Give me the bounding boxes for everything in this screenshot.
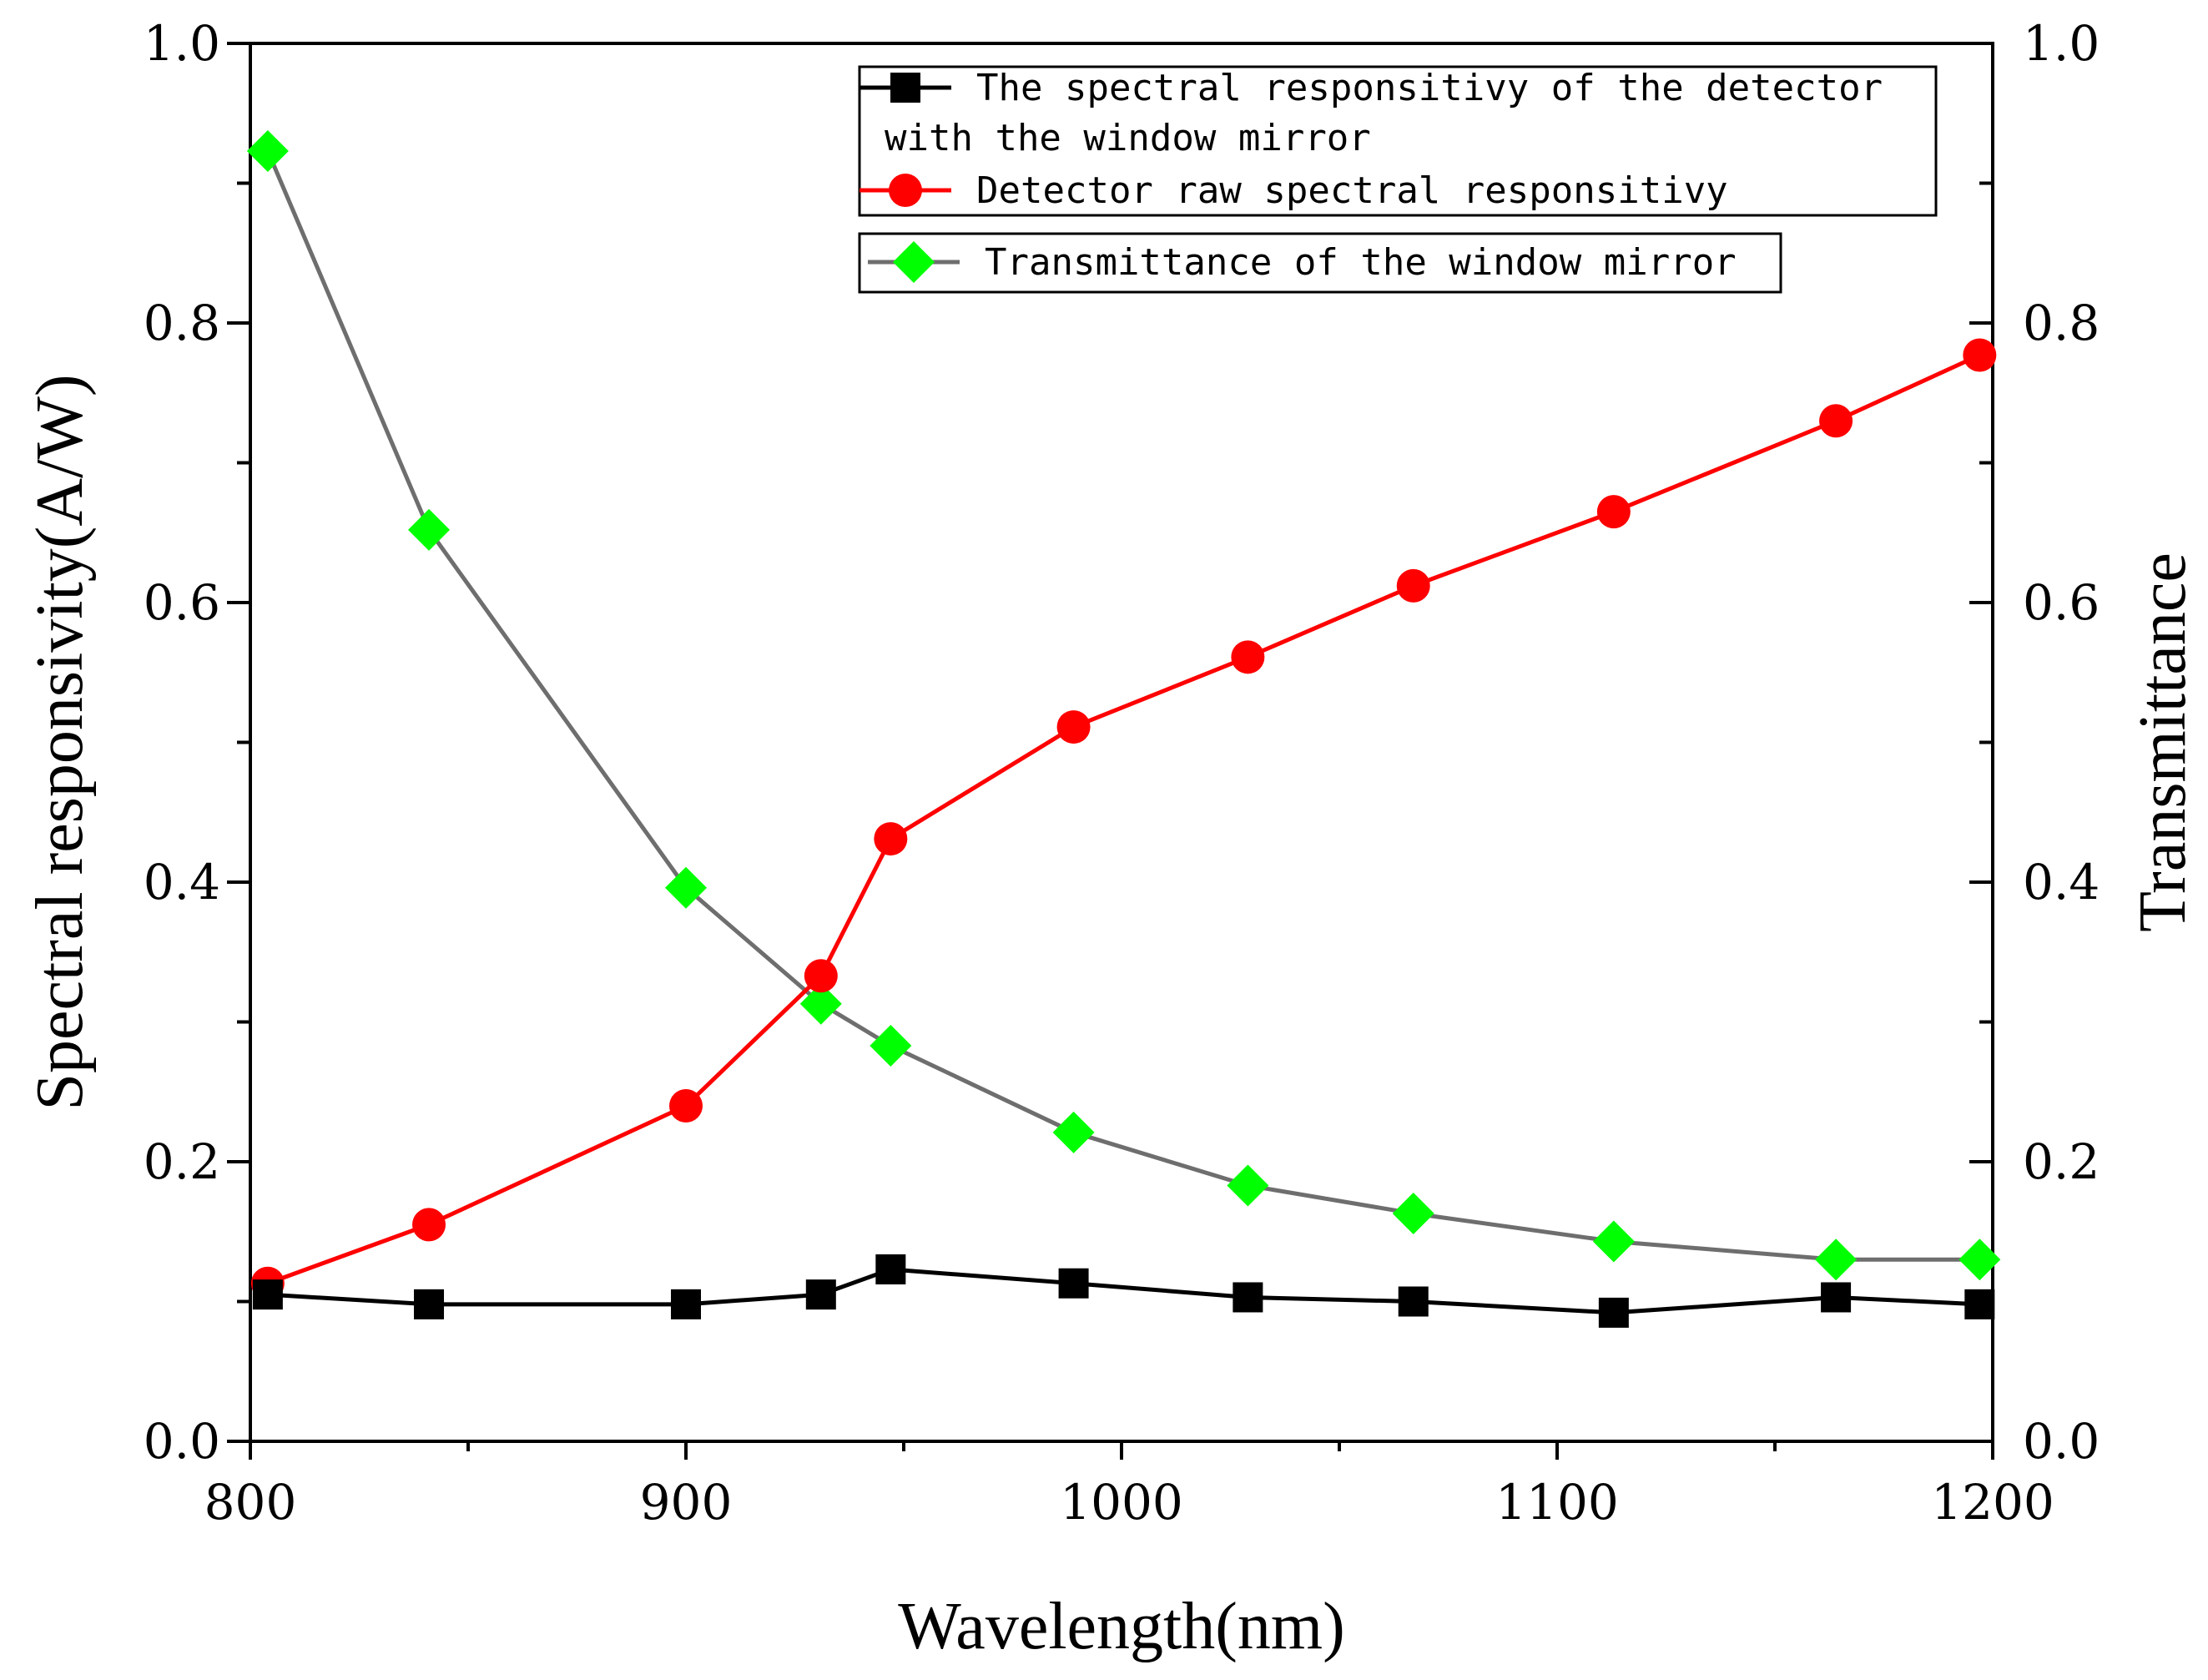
y2-tick-label: 0.2 (2023, 1133, 2100, 1190)
series-2-point (870, 1024, 912, 1067)
legend-swatch-marker-0 (890, 73, 920, 103)
legend-layer: The spectral responsitivy of the detecto… (858, 65, 1938, 294)
series-2-point (1815, 1239, 1858, 1281)
x-tick-label: 800 (204, 1474, 297, 1531)
y2-tick-label: 0.8 (2023, 295, 2100, 351)
series-2-point (1392, 1192, 1434, 1234)
y2-tick-label: 1.0 (2023, 15, 2100, 72)
y-tick-label: 0.4 (144, 854, 220, 911)
y-tick-label: 0.8 (144, 295, 220, 351)
series-2-point (1958, 1239, 2001, 1281)
legend-box (858, 65, 1938, 217)
legend-label: Detector raw spectral responsitivy (976, 169, 1728, 212)
series-0-point (805, 1279, 836, 1310)
series-0-point (1058, 1268, 1089, 1299)
series-0-point (671, 1289, 701, 1319)
series-2-point (799, 982, 842, 1025)
series-1-point (1396, 568, 1430, 603)
legend-swatch-marker-1 (889, 174, 922, 207)
series-0-point (1598, 1297, 1629, 1328)
series-2-point (1592, 1220, 1635, 1263)
legend-box-secondary (858, 232, 1782, 294)
y2-tick-label: 0.6 (2023, 574, 2100, 631)
y2-tick-label: 0.0 (2023, 1413, 2100, 1470)
y-tick-label: 0.0 (144, 1413, 220, 1470)
title-layer: Wavelength(nm) Spectral responsivity(A/W… (23, 375, 2200, 1664)
series-1-point (669, 1089, 703, 1123)
series-1-point (804, 959, 838, 993)
x-tick-label: 1000 (1060, 1474, 1183, 1531)
series-0-point (1398, 1286, 1429, 1317)
series-1-point (1231, 640, 1265, 674)
series-layer (246, 129, 2001, 1328)
y-tick-label: 0.2 (144, 1133, 220, 1190)
series-1-point (412, 1208, 446, 1242)
series-2-point (408, 508, 451, 551)
x-tick-label: 1100 (1495, 1474, 1619, 1531)
y-axis-title: Spectral responsivity(A/W) (23, 375, 97, 1111)
x-tick-label: 1200 (1931, 1474, 2054, 1531)
x-axis-title: Wavelength(nm) (898, 1590, 1345, 1663)
series-0-point (1821, 1282, 1852, 1313)
series-line-0 (267, 1267, 1980, 1315)
series-2-point (1227, 1164, 1269, 1207)
legend-swatch-marker-2 (893, 241, 935, 283)
series-0-point (252, 1279, 283, 1310)
series-0-point (1233, 1282, 1263, 1313)
series-2-point (246, 129, 289, 172)
axes-layer: 800 900 1000 1100 12000.00.20.40.60.81.00.00… (144, 15, 2100, 1531)
series-0-point (414, 1289, 445, 1319)
series-2-point (665, 866, 707, 909)
y2-axis-title: Transmittance (2126, 552, 2200, 932)
series-1-point (1819, 404, 1853, 438)
series-0-point (1964, 1289, 1995, 1319)
series-0-point (875, 1254, 906, 1284)
series-1-point (1056, 710, 1091, 744)
y-tick-label: 1.0 (144, 15, 220, 72)
legend-label: Transmittance of the window mirror (985, 241, 1737, 284)
y2-tick-label: 0.4 (2023, 854, 2100, 911)
series-line-1 (267, 353, 1981, 1286)
x-tick-label: 900 (640, 1474, 733, 1531)
series-1-point (1963, 338, 1997, 372)
series-2-point (1052, 1111, 1095, 1153)
series-1-point (874, 822, 908, 856)
legend-label: with the window mirror (885, 117, 1371, 159)
series-1-point (1596, 495, 1631, 529)
legend-label: The spectral responsitivy of the detecto… (976, 67, 1883, 109)
y-tick-label: 0.6 (144, 574, 220, 631)
